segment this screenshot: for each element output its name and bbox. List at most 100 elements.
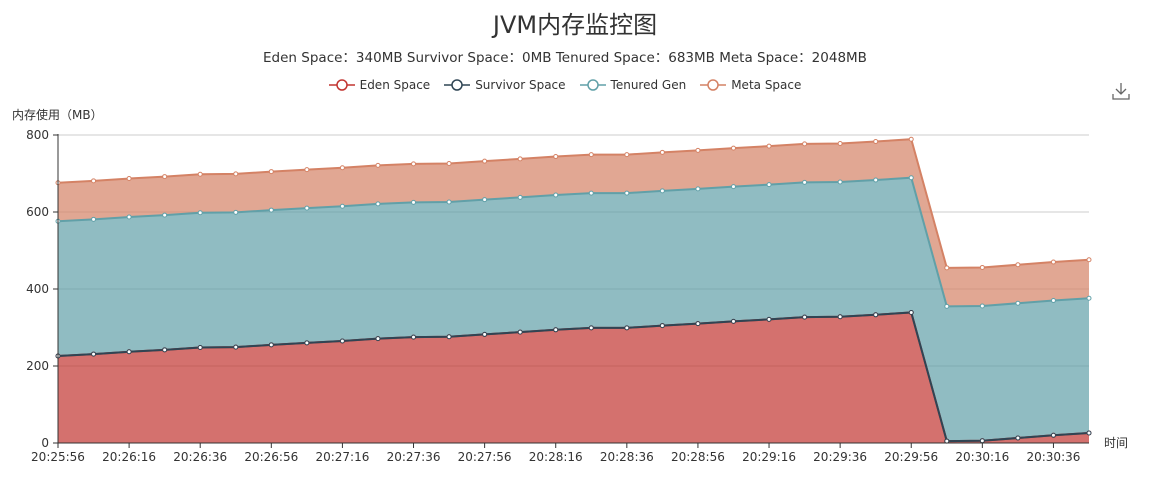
data-point [197,210,203,216]
legend-label: Survivor Space [475,78,566,92]
data-point [979,264,985,270]
data-point [588,152,594,158]
legend-item[interactable]: Meta Space [700,78,801,92]
x-tick-label: 20:26:56 [244,450,298,464]
data-point [268,207,274,213]
data-point [446,334,452,340]
legend-label: Eden Space [359,78,431,92]
chart-subtitle: Eden Space：340MB Survivor Space：0MB Tenu… [263,50,867,66]
legend-label: Meta Space [731,78,802,92]
legend-item[interactable]: Tenured Gen [579,78,686,92]
data-point [908,136,914,142]
x-tick-label: 20:27:36 [387,450,441,464]
data-point [375,201,381,207]
data-point [659,323,665,329]
data-point [162,347,168,353]
data-point [197,345,203,351]
data-point [695,186,701,192]
data-point [162,212,168,218]
download-icon[interactable] [1110,80,1132,102]
data-point [659,188,665,194]
data-point [553,154,559,160]
data-point [1086,295,1092,301]
data-point [517,194,523,200]
y-tick-label: 0 [41,436,49,450]
x-tick-label: 20:28:36 [600,450,654,464]
data-point [268,169,274,175]
data-point [730,184,736,190]
data-point [162,174,168,180]
data-point [1086,430,1092,436]
series-line-meta-space [57,138,1090,269]
data-point [766,182,772,188]
y-tick-label: 400 [26,282,49,296]
data-point [411,161,417,167]
data-point [837,140,843,146]
area-tenured-gen [58,177,1089,442]
y-axis-label: 内存使用（MB） [12,107,103,122]
data-point [944,438,950,444]
legend-swatch [444,79,471,91]
data-point [908,175,914,181]
data-point [837,314,843,320]
data-point [1050,259,1056,265]
data-point [517,156,523,162]
data-point [873,177,879,183]
data-point [624,325,630,331]
data-point [482,158,488,164]
legend-item[interactable]: Eden Space [328,78,431,92]
data-point [91,178,97,184]
data-point [517,329,523,335]
data-point [1015,262,1021,268]
data-point [126,214,132,220]
data-point [766,143,772,149]
data-point [339,338,345,344]
data-point [802,179,808,185]
data-point [944,303,950,309]
chart-title: JVM内存监控图 [492,11,658,39]
legend-swatch [700,79,727,91]
area-meta-space [58,139,1089,307]
x-tick-label: 20:29:56 [884,450,938,464]
y-tick-label: 600 [26,205,49,219]
data-point [1015,300,1021,306]
data-point [802,314,808,320]
data-point [375,336,381,342]
data-point [304,167,310,173]
data-point [695,147,701,153]
data-point [126,176,132,182]
data-point [730,145,736,151]
x-axis-label: 时间 [1104,436,1128,450]
data-point [304,205,310,211]
area-eden-space [58,312,1089,443]
data-point [1086,257,1092,263]
data-point [553,327,559,333]
data-point [837,179,843,185]
y-tick-label: 800 [26,128,49,142]
data-point [482,197,488,203]
series-line-survivor-space [57,311,1090,443]
data-point [126,349,132,355]
x-tick-label: 20:26:36 [173,450,227,464]
chart-legend: Eden Space Survivor Space Tenured Gen Meta … [0,78,1130,92]
y-tick-label: 200 [26,359,49,373]
data-point [979,438,985,444]
x-tick-label: 20:27:16 [315,450,369,464]
data-point [375,162,381,168]
x-tick-label: 20:29:36 [813,450,867,464]
x-tick-label: 20:28:16 [529,450,583,464]
legend-item[interactable]: Survivor Space [444,78,566,92]
x-tick-label: 20:30:36 [1026,450,1080,464]
data-point [482,331,488,337]
data-point [588,190,594,196]
data-point [873,312,879,318]
data-point [304,340,310,346]
data-point [411,199,417,205]
data-point [91,216,97,222]
x-tick-label: 20:25:56 [31,450,85,464]
data-point [624,190,630,196]
x-tick-label: 20:30:16 [955,450,1009,464]
data-point [446,160,452,166]
data-point [730,318,736,324]
